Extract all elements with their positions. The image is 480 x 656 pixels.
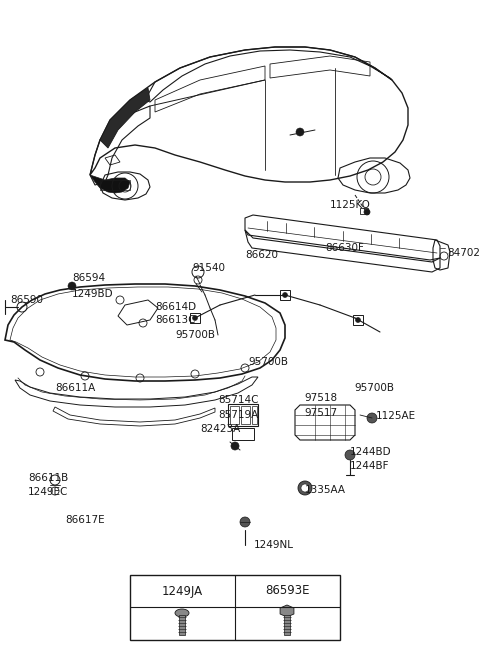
Text: 86611A: 86611A — [55, 383, 95, 393]
Text: 85719A: 85719A — [218, 410, 258, 420]
Text: 1249EC: 1249EC — [28, 487, 68, 497]
Bar — [241, 406, 250, 424]
Circle shape — [301, 484, 309, 492]
Polygon shape — [280, 605, 294, 617]
Circle shape — [296, 128, 304, 136]
Text: 95700B: 95700B — [248, 357, 288, 367]
Bar — [284, 615, 290, 635]
Bar — [228, 404, 258, 426]
Bar — [130, 575, 340, 640]
Text: 84702: 84702 — [447, 248, 480, 258]
Text: 1335AA: 1335AA — [305, 485, 346, 495]
Bar — [360, 208, 368, 214]
Text: 1125KO: 1125KO — [330, 200, 371, 210]
Bar — [232, 428, 254, 440]
Circle shape — [367, 413, 377, 423]
Polygon shape — [100, 88, 150, 148]
Bar — [353, 315, 363, 325]
Bar — [252, 406, 257, 424]
Text: 95700B: 95700B — [354, 383, 394, 393]
Circle shape — [298, 481, 312, 495]
Text: 97518: 97518 — [304, 393, 337, 403]
Ellipse shape — [175, 609, 189, 617]
Text: 86590: 86590 — [10, 295, 43, 305]
Text: 85714C: 85714C — [218, 395, 259, 405]
Text: 1249JA: 1249JA — [162, 584, 203, 598]
Text: 86617E: 86617E — [65, 515, 105, 525]
Text: 86620: 86620 — [245, 250, 278, 260]
Circle shape — [192, 316, 197, 321]
Text: 95700B: 95700B — [175, 330, 215, 340]
Polygon shape — [90, 175, 130, 193]
Text: 97517: 97517 — [304, 408, 337, 418]
Bar — [280, 290, 290, 300]
Text: 86630F: 86630F — [325, 243, 364, 253]
Text: 86614D: 86614D — [155, 302, 196, 312]
Bar — [230, 406, 239, 424]
Circle shape — [68, 282, 76, 290]
Circle shape — [283, 293, 288, 298]
Circle shape — [240, 517, 250, 527]
Text: 91540: 91540 — [192, 263, 225, 273]
Text: 86611B: 86611B — [28, 473, 68, 483]
Text: 86613C: 86613C — [155, 315, 195, 325]
Circle shape — [356, 318, 360, 323]
Bar — [190, 313, 200, 323]
Text: 82423A: 82423A — [200, 424, 240, 434]
Text: 1244BF: 1244BF — [350, 461, 389, 471]
Text: 1249NL: 1249NL — [254, 540, 294, 550]
Text: 1249BD: 1249BD — [72, 289, 114, 299]
Circle shape — [364, 209, 370, 215]
Bar — [100, 180, 130, 190]
Circle shape — [231, 442, 239, 450]
Bar — [179, 615, 185, 635]
Circle shape — [345, 450, 355, 460]
Text: 86593E: 86593E — [265, 584, 310, 598]
Text: 1244BD: 1244BD — [350, 447, 392, 457]
Text: 1125AE: 1125AE — [376, 411, 416, 421]
Text: 86594: 86594 — [72, 273, 105, 283]
